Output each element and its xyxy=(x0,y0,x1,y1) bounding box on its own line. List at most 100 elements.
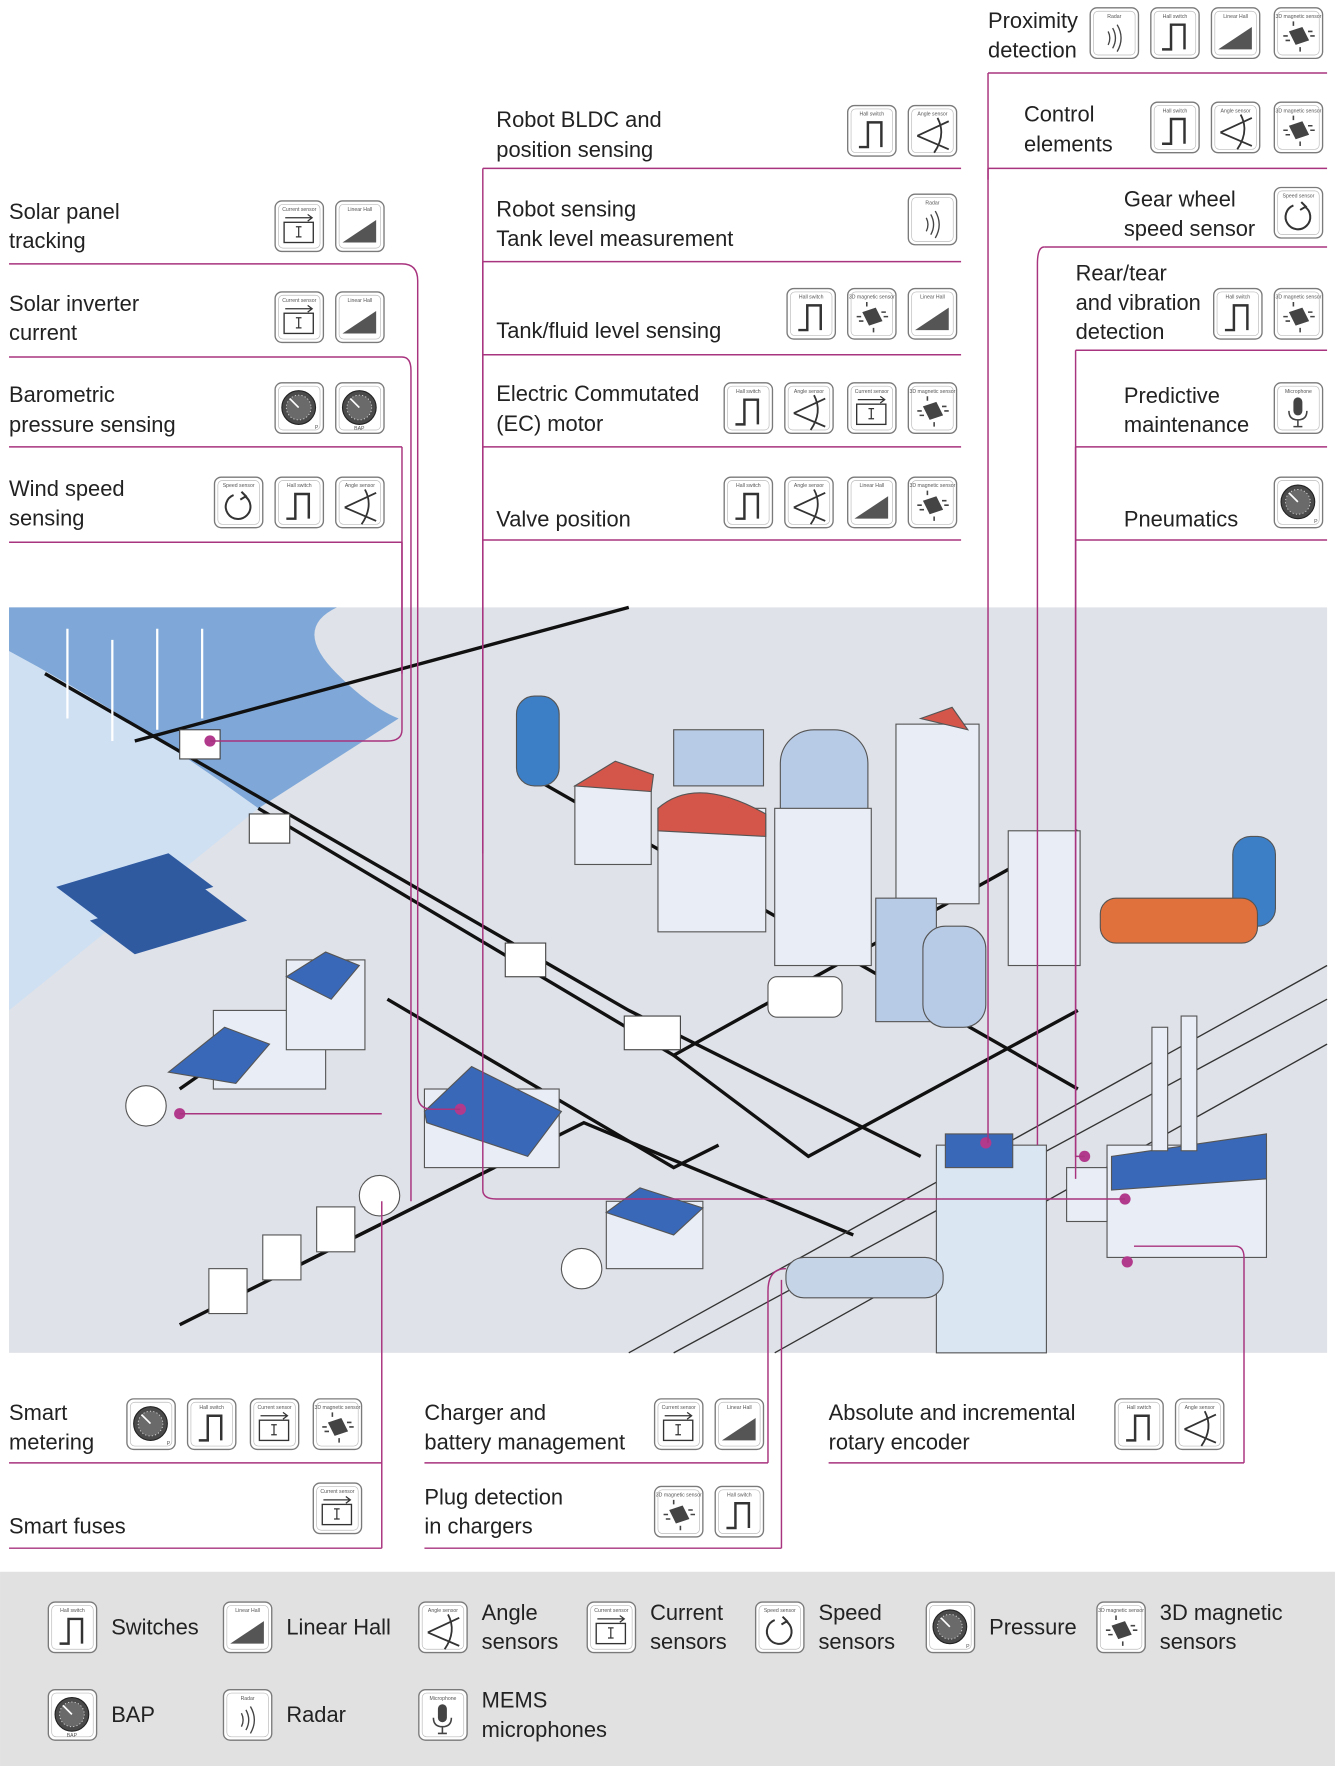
icon-label: Current sensor xyxy=(662,1405,696,1411)
legend-label: Speed xyxy=(819,1600,882,1625)
application-label: Control xyxy=(1024,101,1095,126)
icon-label: 3D magnetic sensor xyxy=(910,389,956,395)
current-arrow xyxy=(285,213,314,238)
icon-inner xyxy=(253,1401,296,1447)
application-label: pressure sensing xyxy=(9,412,176,437)
application-label: Rear/tear xyxy=(1076,261,1167,286)
icon-label: Angle sensor xyxy=(917,112,947,118)
connectors xyxy=(179,72,1245,1549)
sensor-icon: 3D magnetic sensor xyxy=(1273,7,1324,60)
icon-inner xyxy=(1153,105,1197,150)
icon-inner xyxy=(911,197,954,242)
icon-inner xyxy=(338,480,381,525)
application-label: Absolute and incremental xyxy=(829,1400,1076,1425)
icon-inner xyxy=(226,1692,269,1738)
application-label: sensing xyxy=(9,505,84,530)
sensor-icon: Speed sensor xyxy=(213,476,264,529)
sensor-icon: P xyxy=(126,1398,176,1451)
application-label: Proximity xyxy=(988,8,1078,33)
legend-label: Radar xyxy=(286,1702,346,1727)
application-label: Barometric xyxy=(9,382,115,407)
icon-frame xyxy=(847,104,897,157)
icon-inner xyxy=(51,1692,94,1738)
current-arrow xyxy=(260,1411,289,1436)
sensor-icon: Microphone xyxy=(418,1688,468,1741)
current-glyph xyxy=(595,1622,627,1645)
application-label: detection xyxy=(988,37,1077,62)
application: Wind speed sensing Speed sensor Hall switch… xyxy=(9,476,402,543)
icon-inner xyxy=(590,1605,633,1650)
sensor-icon: Hall switch xyxy=(274,476,325,529)
icon-inner xyxy=(929,1605,972,1650)
application-label: Robot BLDC and xyxy=(496,107,661,132)
icon-inner xyxy=(338,385,381,431)
application-label: position sensing xyxy=(496,137,653,162)
switch-glyph xyxy=(798,304,822,332)
chip-glyph xyxy=(327,1417,349,1436)
legend-label: MEMS xyxy=(482,1688,548,1713)
chip-glyph xyxy=(862,307,883,326)
chip-pins xyxy=(663,1499,696,1531)
icon-label: Hall switch xyxy=(287,483,312,489)
chip-glyph xyxy=(669,1505,690,1524)
application: Barometric pressure sensing P BAP xyxy=(9,382,402,448)
icon-inner xyxy=(190,1401,233,1447)
switch-glyph xyxy=(858,121,883,149)
needle xyxy=(140,1414,152,1425)
application: Pneumatics P xyxy=(1075,476,1328,541)
icon-inner xyxy=(758,1605,801,1650)
icon-label: P xyxy=(315,425,319,431)
application-label: in chargers xyxy=(424,1514,532,1539)
application-label: detection xyxy=(1076,319,1165,344)
icon-inner xyxy=(1093,10,1136,56)
sensor-icon: Angle sensor xyxy=(784,382,834,435)
application-label: Valve position xyxy=(496,507,631,532)
icon-frame xyxy=(754,1601,805,1654)
application: Gear wheel speed sensor Speed sensor xyxy=(1044,187,1328,248)
current-arrow xyxy=(285,304,314,329)
sensor-icon: Hall switch xyxy=(1150,7,1200,60)
application: Smart fuses Current sensor xyxy=(9,1482,382,1549)
sensor-icon: P xyxy=(274,382,325,435)
icon-label: Radar xyxy=(925,200,939,206)
sensor-icon: Radar xyxy=(907,193,958,246)
chip-glyph xyxy=(1111,1621,1132,1640)
icon-frame xyxy=(213,476,264,529)
icon-inner xyxy=(911,108,954,154)
sensor-icon: Hall switch xyxy=(47,1601,98,1654)
icon-inner xyxy=(657,1489,700,1534)
icon-label: Microphone xyxy=(429,1696,456,1702)
linear-glyph xyxy=(342,220,377,243)
icon-label: Speed sensor xyxy=(764,1608,796,1614)
icon-inner xyxy=(226,1605,269,1650)
sensor-icon: Angle sensor xyxy=(1174,1398,1225,1451)
icon-label: 3D magnetic sensor xyxy=(1276,295,1322,301)
switch-glyph xyxy=(726,1502,751,1530)
icon-label: Linear Hall xyxy=(348,207,373,213)
linear-glyph xyxy=(1218,26,1252,50)
icon-label: Microphone xyxy=(1285,389,1312,395)
icon-label: 3D magnetic sensor xyxy=(1276,14,1322,20)
icon-inner xyxy=(787,480,831,525)
sensor-icon: Angle sensor xyxy=(335,476,385,529)
chip-pins xyxy=(1105,1615,1138,1646)
chip-pins xyxy=(917,396,949,427)
application: Valve position Hall switch Angle sensor Lin… xyxy=(482,476,962,541)
legend-item: Speed sensor Speed sensors xyxy=(754,1600,895,1654)
application: Predictive maintenance Microphone xyxy=(1075,382,1328,448)
legend-label: Switches xyxy=(111,1615,199,1640)
mic-stand xyxy=(432,1717,453,1735)
application-label: Smart xyxy=(9,1400,67,1425)
icon-inner xyxy=(278,480,321,525)
icon-frame xyxy=(1150,7,1200,60)
icon-inner xyxy=(787,385,831,431)
mic-glyph xyxy=(1293,397,1303,416)
legend-item: Linear Hall Linear Hall xyxy=(222,1601,391,1654)
icon-label: Linear Hall xyxy=(860,483,885,489)
application-label: battery management xyxy=(424,1429,625,1454)
icon-label: Speed sensor xyxy=(223,483,255,489)
sensor-icon: Hall switch xyxy=(847,104,897,157)
sensor-icon: 3D magnetic sensor xyxy=(907,476,958,529)
icon-label: Hall switch xyxy=(1163,14,1188,20)
